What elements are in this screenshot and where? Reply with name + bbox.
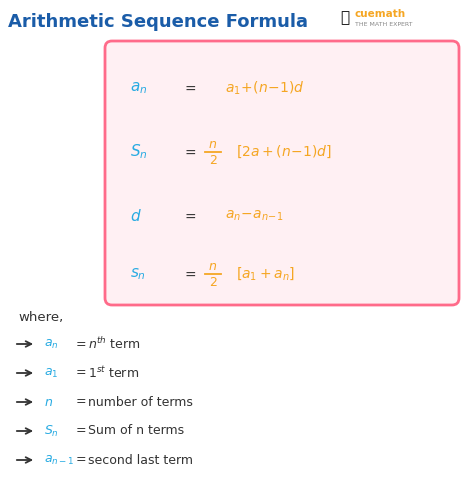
- Text: Arithmetic Sequence Formula: Arithmetic Sequence Formula: [8, 13, 308, 31]
- Text: $[2a + (n\!-\!1)d]$: $[2a + (n\!-\!1)d]$: [236, 144, 332, 160]
- FancyBboxPatch shape: [105, 41, 459, 305]
- Text: $s_n$: $s_n$: [130, 266, 146, 282]
- Text: $n$: $n$: [209, 138, 218, 150]
- Text: where,: where,: [18, 311, 63, 325]
- Text: $S_n$: $S_n$: [44, 424, 59, 439]
- Text: $=$: $=$: [182, 267, 197, 281]
- Text: $=$: $=$: [182, 81, 197, 95]
- Text: $n$: $n$: [209, 260, 218, 272]
- Text: $a_n \!-\! a_{n\!-\!1}$: $a_n \!-\! a_{n\!-\!1}$: [225, 209, 283, 223]
- Text: =: =: [76, 425, 87, 438]
- Text: $a_1\!+\!(n\!-\!1)d$: $a_1\!+\!(n\!-\!1)d$: [225, 79, 304, 97]
- Text: $n$: $n$: [44, 395, 53, 408]
- Text: Sum of n terms: Sum of n terms: [88, 425, 184, 438]
- Text: $S_n$: $S_n$: [130, 142, 148, 162]
- Text: $a_1$: $a_1$: [44, 366, 58, 380]
- Text: cuemath: cuemath: [355, 9, 406, 19]
- Text: $a_n$: $a_n$: [130, 80, 147, 96]
- Text: THE MATH EXPERT: THE MATH EXPERT: [355, 21, 412, 26]
- Text: =: =: [76, 338, 91, 350]
- Text: second last term: second last term: [88, 453, 193, 467]
- Text: $a_n$: $a_n$: [44, 337, 59, 350]
- Text: $1^{st}$ term: $1^{st}$ term: [88, 365, 139, 381]
- Text: $d$: $d$: [130, 208, 142, 224]
- Text: 🚀: 🚀: [340, 11, 349, 25]
- Text: $a_{n-1}$: $a_{n-1}$: [44, 453, 75, 467]
- Text: $2$: $2$: [209, 155, 217, 167]
- Text: =: =: [76, 366, 91, 380]
- Text: $n^{th}$ term: $n^{th}$ term: [88, 336, 141, 352]
- Text: number of terms: number of terms: [88, 395, 193, 408]
- Text: =: =: [76, 453, 87, 467]
- Text: $2$: $2$: [209, 277, 217, 289]
- Text: $=$: $=$: [182, 209, 197, 223]
- Text: $=$: $=$: [182, 145, 197, 159]
- Text: =: =: [76, 395, 87, 408]
- Text: $[a_1 + a_n]$: $[a_1 + a_n]$: [236, 265, 295, 283]
